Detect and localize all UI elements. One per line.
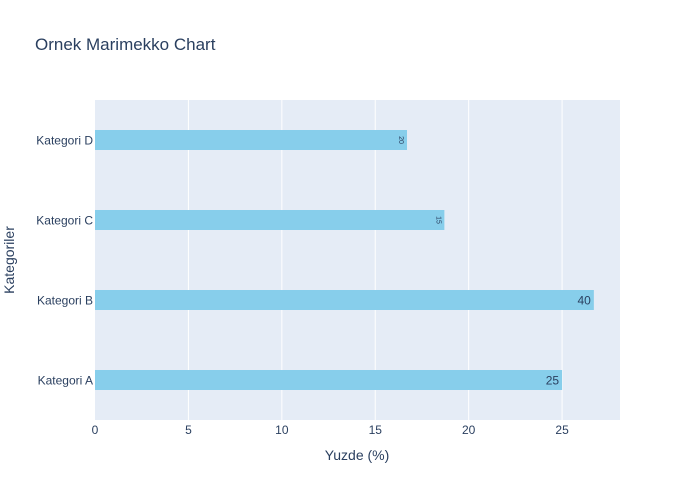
bar-value-label: 15	[435, 216, 442, 224]
x-ticks: 0 5 10 15 20 25	[92, 423, 569, 437]
bar-value-label: 40	[577, 294, 591, 308]
bar	[95, 130, 408, 150]
bar	[95, 210, 445, 230]
y-category-label: Kategori D	[36, 134, 93, 148]
y-axis-title: Kategoriler	[1, 226, 17, 294]
bars: 25 40 15 20	[95, 130, 594, 390]
y-category-label: Kategori C	[36, 214, 93, 228]
x-tick-label: 25	[555, 423, 569, 437]
y-categories: Kategori A Kategori B Kategori C Kategori D	[36, 134, 93, 388]
x-tick-label: 5	[185, 423, 192, 437]
bar-value-label: 20	[397, 136, 404, 144]
gridlines	[187, 100, 563, 420]
x-tick-label: 20	[462, 423, 476, 437]
chart-title: Ornek Marimekko Chart	[35, 35, 216, 54]
x-tick-label: 10	[275, 423, 289, 437]
plot-area	[95, 100, 620, 420]
y-category-label: Kategori A	[38, 374, 93, 388]
bar	[95, 370, 563, 390]
y-category-label: Kategori B	[37, 294, 93, 308]
bar-value-label: 25	[546, 374, 560, 388]
x-tick-label: 15	[369, 423, 383, 437]
bar	[95, 290, 594, 310]
x-tick-label: 0	[92, 423, 99, 437]
x-axis-title: Yuzde (%)	[325, 447, 390, 463]
